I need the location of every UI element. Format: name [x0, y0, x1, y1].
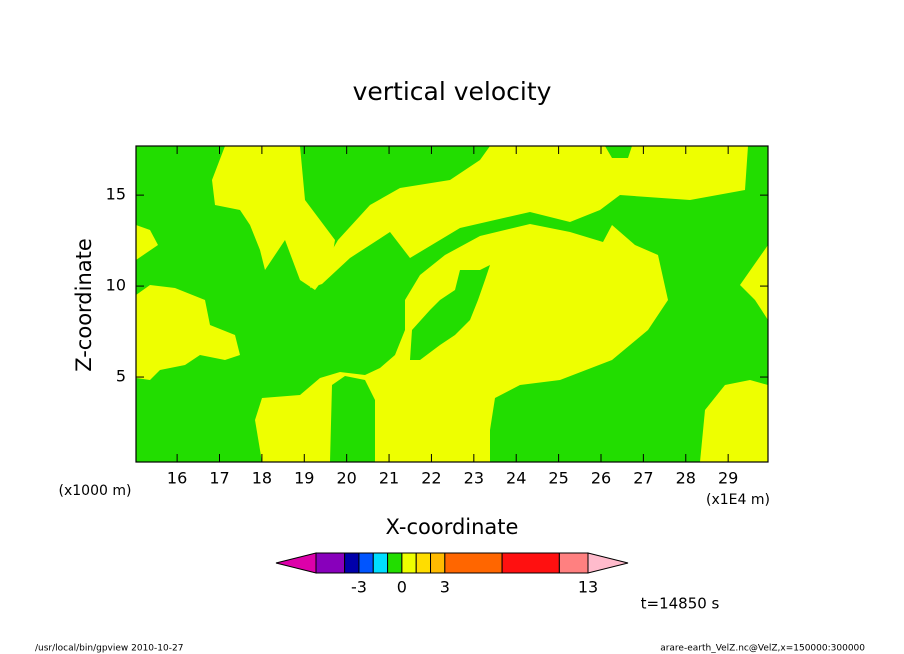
y-tick-label: 10 [106, 276, 126, 295]
footer-left: /usr/local/bin/gpview 2010-10-27 [35, 644, 183, 654]
region-positive [136, 225, 158, 260]
colorbar-bin [387, 552, 403, 574]
colorbar-bin [358, 552, 374, 574]
colorbar-bin [344, 552, 360, 574]
x-tick-label: 16 [167, 469, 187, 488]
colorbar-bin [401, 552, 417, 574]
contour-field [135, 145, 769, 463]
x-tick-label: 23 [464, 469, 484, 488]
unit-note: (x1000 m) [59, 483, 132, 499]
time-note: t=14850 s [641, 595, 720, 613]
plot-frame [135, 145, 769, 463]
region-positive [212, 146, 335, 290]
x-tick-label: 20 [336, 469, 356, 488]
x-tick-label: 29 [718, 469, 738, 488]
x-tick-label: 22 [421, 469, 441, 488]
y-tick-label: 15 [106, 185, 126, 204]
region-positive [740, 245, 768, 320]
colorbar-extend [275, 552, 317, 574]
footer-right: arare-earth_VelZ.nc@VelZ,x=150000:300000 [660, 644, 865, 654]
y-tick-label: 5 [116, 367, 126, 386]
colorbar-extend [587, 552, 629, 574]
x-tick-label: 28 [676, 469, 696, 488]
x-tick-label: 27 [633, 469, 653, 488]
x-tick-label: 17 [209, 469, 229, 488]
colorbar-bin [372, 552, 389, 574]
x-tick-label: 25 [548, 469, 568, 488]
colorbar-bin [315, 552, 346, 574]
colorbar-label: 3 [440, 578, 450, 597]
x-tick-label: 24 [506, 469, 526, 488]
region-positive [136, 285, 240, 380]
region-positive [700, 380, 768, 462]
x-tick-label: 19 [294, 469, 314, 488]
colorbar-bin [444, 552, 503, 574]
region-negative [410, 265, 490, 360]
colorbar-bin [415, 552, 432, 574]
y-axis-label: Z-coordinate [72, 238, 96, 372]
scale-note: (x1E4 m) [706, 492, 770, 508]
colorbar-bin [501, 552, 560, 574]
region-positive [255, 224, 668, 462]
x-axis-label: X-coordinate [386, 515, 519, 539]
colorbar-bin [430, 552, 446, 574]
x-tick-label: 21 [379, 469, 399, 488]
region-positive [310, 146, 748, 288]
colorbar-label: -3 [351, 578, 367, 597]
x-tick-label: 18 [252, 469, 272, 488]
chart-title: vertical velocity [353, 77, 552, 106]
colorbar-label: 13 [578, 578, 598, 597]
colorbar-label: 0 [397, 578, 407, 597]
colorbar-bin [558, 552, 589, 574]
x-tick-label: 26 [591, 469, 611, 488]
